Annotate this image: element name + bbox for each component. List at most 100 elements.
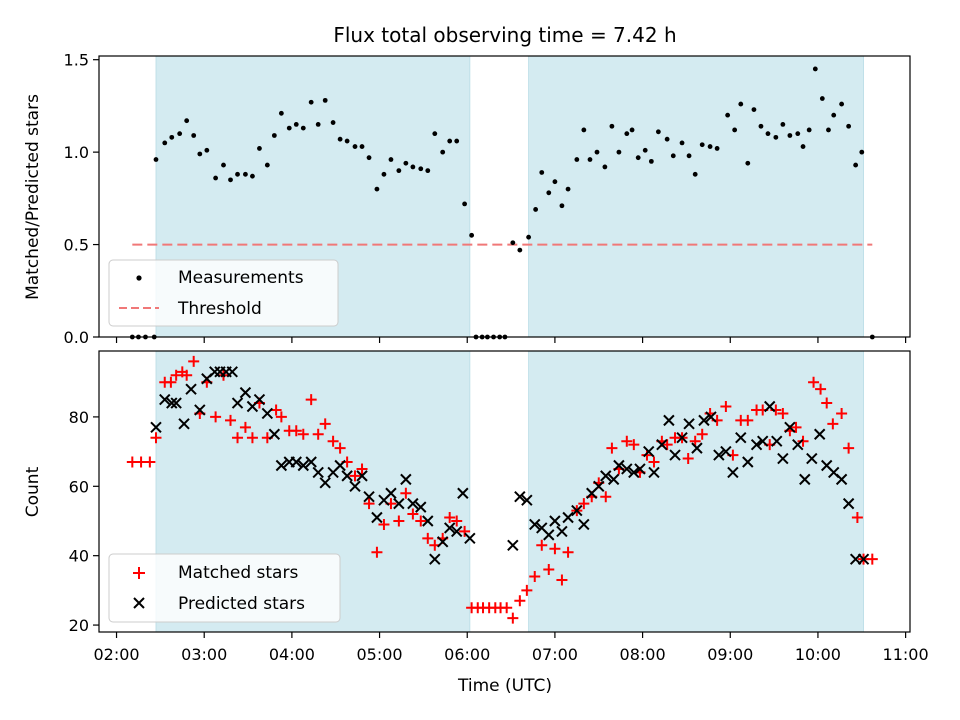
- matched-star-point: [821, 397, 833, 409]
- measurement-point: [780, 122, 786, 127]
- predicted-star-point: [290, 456, 302, 468]
- bottom-x-axis: 02:00 03:00 04:00 05:00 06:00 07:00 08:00 09:00…: [93, 632, 929, 664]
- predicted-star-point: [226, 366, 238, 378]
- predicted-star-point: [178, 418, 190, 430]
- predicted-star-point: [443, 522, 456, 534]
- predicted-star-point: [312, 466, 324, 479]
- predicted-star-point: [543, 529, 555, 541]
- top-axes-frame: [98, 55, 911, 338]
- predicted-star-point: [842, 497, 855, 510]
- predicted-star-point: [385, 487, 397, 499]
- predicted-star-point: [170, 397, 182, 409]
- predicted-star-point: [319, 477, 331, 489]
- matched-star-point: [578, 498, 590, 510]
- measurement-point: [184, 118, 190, 124]
- matched-star-point: [562, 546, 574, 558]
- matched-star-point: [181, 369, 193, 381]
- measurement-point: [425, 168, 431, 174]
- measurement-point: [162, 140, 168, 146]
- matched-star-point: [305, 394, 317, 406]
- x-tick-label: 11:00: [883, 645, 929, 664]
- predicted-star-point: [407, 497, 419, 510]
- measurement-point: [624, 131, 630, 137]
- measurement-point: [286, 125, 292, 131]
- predicted-star-point: [771, 435, 783, 447]
- y-tick-label: 60: [69, 477, 89, 496]
- x-tick-label: 03:00: [181, 645, 227, 664]
- bottom-ylabel: Count: [23, 466, 43, 517]
- y-tick-label: 20: [69, 616, 89, 635]
- measurement-point: [559, 203, 565, 209]
- predicted-star-point: [253, 393, 266, 406]
- measurement-point: [366, 155, 372, 161]
- matched-star-point: [459, 525, 471, 537]
- y-tick-label: 0.5: [64, 236, 89, 255]
- measurement-point: [293, 122, 299, 127]
- predicted-star-point: [613, 459, 625, 472]
- predicted-star-point: [349, 480, 361, 493]
- measurement-point: [795, 131, 801, 137]
- measurement-point: [859, 149, 865, 155]
- measurement-point: [819, 96, 825, 101]
- predicted-star-point: [813, 428, 826, 440]
- measurement-point: [655, 129, 661, 135]
- predicted-star-point: [784, 421, 796, 434]
- measurement-point: [410, 164, 416, 170]
- measurement-point: [271, 133, 277, 138]
- predicted-star-point: [415, 501, 427, 513]
- measurement-point: [609, 123, 615, 129]
- x-tick-label: 05:00: [357, 645, 403, 664]
- measurement-points: [129, 66, 875, 340]
- y-tick-label: 0.0: [64, 328, 89, 347]
- matched-star-point: [696, 428, 708, 440]
- predicted-star-point: [742, 456, 754, 468]
- matched-star-point: [621, 435, 633, 447]
- predicted-star-point: [464, 532, 476, 545]
- matched-star-point: [556, 574, 568, 586]
- matched-star-point: [144, 456, 156, 468]
- x-tick-label: 07:00: [532, 645, 578, 664]
- measurement-point: [725, 112, 731, 118]
- predicted-star-point: [571, 504, 583, 517]
- measurement-point: [758, 123, 764, 129]
- measurement-point: [396, 168, 402, 174]
- matched-star-point: [422, 532, 434, 544]
- measurement-point: [388, 157, 394, 162]
- matched-star-point: [827, 418, 839, 430]
- measurement-point: [594, 149, 600, 155]
- matched-star-point: [689, 435, 701, 447]
- top-panel: 0.0 0.5 1.0 1.5 Matched/Predicted stars Mea…: [23, 51, 911, 347]
- measurement-point: [765, 131, 771, 137]
- measurement-point: [745, 160, 751, 166]
- predicted-star-point: [764, 400, 776, 413]
- matched-star-point: [188, 355, 200, 367]
- predicted-star-point: [750, 438, 763, 451]
- predicted-star-point: [549, 515, 561, 527]
- measurement-point: [374, 186, 380, 192]
- measurement-point: [432, 131, 438, 137]
- predicted-star-point: [305, 456, 317, 468]
- measurement-point: [315, 122, 321, 127]
- predicted-star-point: [600, 470, 612, 482]
- measurement-point: [418, 166, 424, 172]
- bottom-legend-box: [108, 553, 341, 623]
- measurement-point: [300, 125, 306, 131]
- measurement-point: [574, 157, 580, 162]
- matched-star-point: [851, 512, 863, 524]
- matched-star-point: [239, 421, 251, 433]
- x-tick-label: 08:00: [620, 645, 666, 664]
- y-tick-label: 1.0: [64, 143, 89, 162]
- predicted-star-point: [691, 442, 703, 454]
- matched-star-point: [407, 508, 419, 520]
- observing-window: [528, 55, 864, 338]
- measurement-point: [581, 127, 587, 133]
- measurement-point: [686, 153, 692, 159]
- measurement-point: [440, 149, 446, 155]
- measurement-point: [359, 144, 365, 149]
- predicted-star-point: [341, 470, 353, 482]
- bottom-legend: Matched stars Predicted stars: [108, 553, 341, 623]
- matched-star-point: [648, 456, 660, 468]
- predicted-star-point: [363, 490, 375, 503]
- measurement-point: [257, 146, 262, 151]
